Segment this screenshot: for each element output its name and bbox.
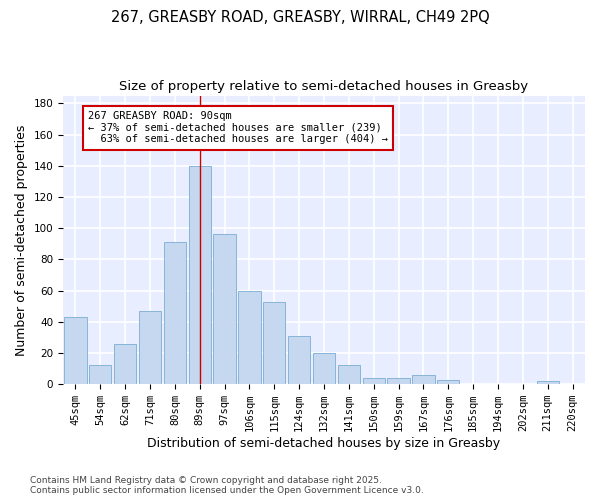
Bar xyxy=(536,381,559,384)
Text: Contains HM Land Registry data © Crown copyright and database right 2025.
Contai: Contains HM Land Registry data © Crown c… xyxy=(30,476,424,495)
X-axis label: Distribution of semi-detached houses by size in Greasby: Distribution of semi-detached houses by … xyxy=(148,437,500,450)
Bar xyxy=(288,336,310,384)
Bar xyxy=(64,317,86,384)
Bar xyxy=(437,380,460,384)
Text: 267, GREASBY ROAD, GREASBY, WIRRAL, CH49 2PQ: 267, GREASBY ROAD, GREASBY, WIRRAL, CH49… xyxy=(110,10,490,25)
Bar xyxy=(338,366,360,384)
Bar xyxy=(388,378,410,384)
Bar xyxy=(238,290,260,384)
Bar xyxy=(412,375,434,384)
Bar xyxy=(164,242,186,384)
Bar xyxy=(89,366,112,384)
Y-axis label: Number of semi-detached properties: Number of semi-detached properties xyxy=(15,124,28,356)
Bar xyxy=(114,344,136,384)
Bar xyxy=(214,234,236,384)
Bar xyxy=(139,311,161,384)
Bar xyxy=(362,378,385,384)
Bar xyxy=(313,353,335,384)
Bar xyxy=(188,166,211,384)
Text: 267 GREASBY ROAD: 90sqm
← 37% of semi-detached houses are smaller (239)
  63% of: 267 GREASBY ROAD: 90sqm ← 37% of semi-de… xyxy=(88,111,388,144)
Bar xyxy=(263,302,286,384)
Title: Size of property relative to semi-detached houses in Greasby: Size of property relative to semi-detach… xyxy=(119,80,529,93)
